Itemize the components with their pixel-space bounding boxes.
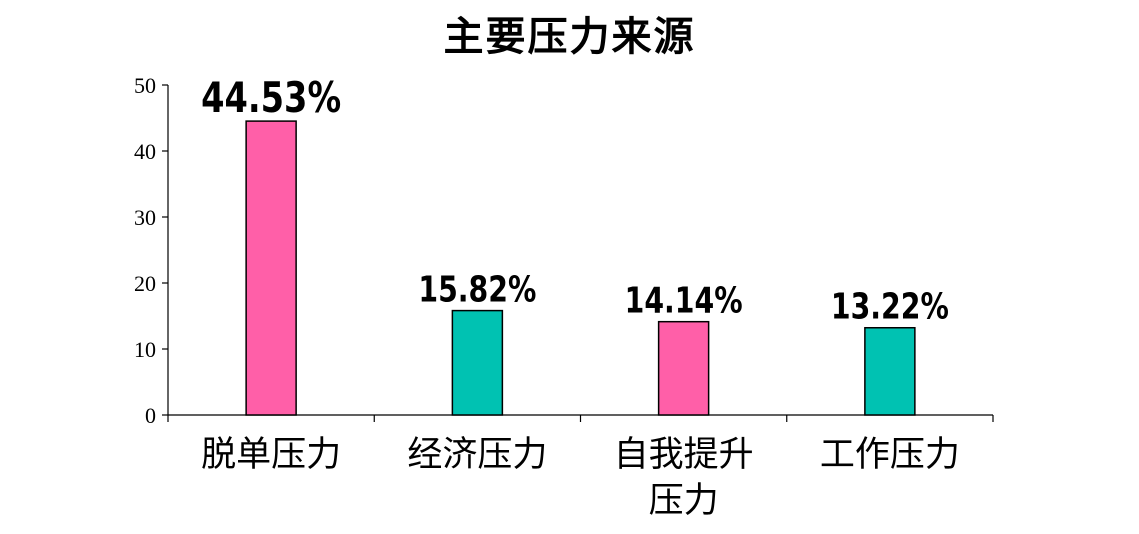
x-category-label: 压力 bbox=[649, 481, 719, 521]
bars bbox=[245, 120, 916, 416]
x-category-label: 自我提升 bbox=[614, 435, 754, 475]
x-category-label: 经济压力 bbox=[407, 435, 547, 475]
chart-title: 主要压力来源 bbox=[443, 14, 696, 60]
y-tick-label: 20 bbox=[134, 271, 156, 296]
bar-value-label: 44.53% bbox=[201, 73, 341, 122]
y-tick-label: 0 bbox=[145, 403, 156, 428]
bar bbox=[864, 326, 916, 416]
y-tick-label: 40 bbox=[134, 139, 156, 164]
y-tick-label: 10 bbox=[134, 337, 156, 362]
y-tick-label: 50 bbox=[134, 73, 156, 98]
axes: 0 10 20 30 40 50 bbox=[134, 73, 994, 428]
bar-value-label: 15.82% bbox=[418, 270, 536, 311]
bar bbox=[245, 120, 297, 416]
x-category-label: 脱单压力 bbox=[201, 435, 341, 475]
x-category-label: 工作压力 bbox=[820, 435, 960, 475]
bar-value-label: 14.14% bbox=[625, 281, 743, 322]
bar bbox=[451, 309, 504, 416]
bar bbox=[657, 320, 710, 416]
y-tick-label: 30 bbox=[134, 205, 156, 230]
bar-value-label: 13.22% bbox=[831, 287, 949, 328]
